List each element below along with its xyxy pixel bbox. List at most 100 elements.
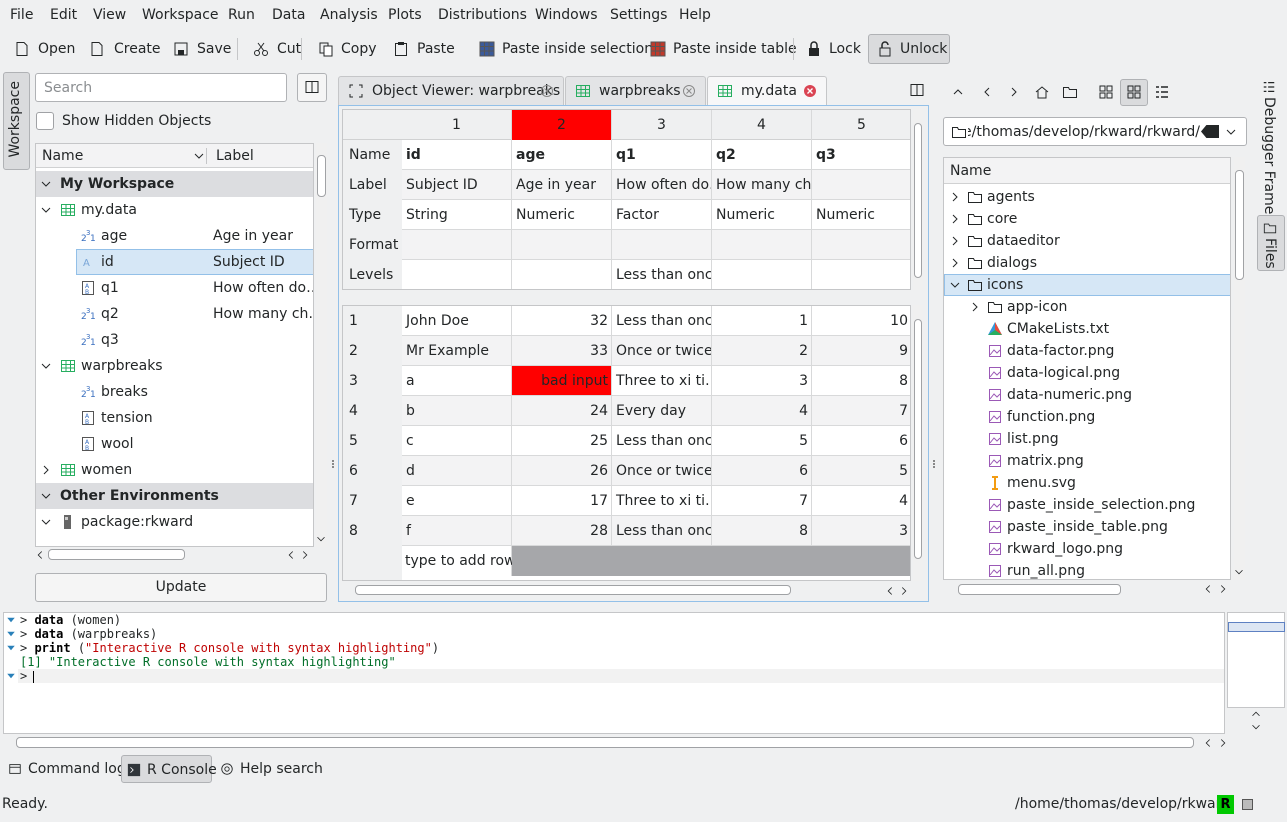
meta-cell[interactable]: id (402, 140, 512, 170)
data-cell[interactable]: 7 (812, 396, 910, 426)
object-name[interactable]: package:rkward (81, 514, 194, 530)
h-scroll-handle[interactable] (16, 737, 1194, 748)
data-cell[interactable]: c (402, 426, 512, 456)
data-cell[interactable]: Three to xi ti… (612, 366, 712, 396)
toolbar-button[interactable]: Paste inside table (673, 41, 797, 57)
data-cell[interactable]: 28 (512, 516, 612, 546)
tool-tab[interactable]: Command log (3, 755, 126, 783)
row-number[interactable]: 2 (349, 343, 358, 359)
meta-cell[interactable]: String (402, 200, 512, 230)
meta-cell[interactable]: q1 (612, 140, 712, 170)
toolbar-button[interactable]: Lock (829, 41, 861, 57)
clear-button[interactable] (1201, 125, 1219, 138)
data-cell[interactable]: 8 (712, 516, 812, 546)
data-cell[interactable]: Less than onc… (612, 306, 712, 336)
data-cell[interactable]: Less than onc… (612, 516, 712, 546)
menu-item[interactable]: Workspace (142, 7, 219, 23)
data-cell[interactable]: 7 (712, 486, 812, 516)
data-cell[interactable]: 24 (512, 396, 612, 426)
meta-cell[interactable]: Subject ID (402, 170, 512, 200)
v-scroll-handle[interactable] (1235, 170, 1244, 280)
file-name[interactable]: dialogs (987, 255, 1037, 271)
file-name[interactable]: data-numeric.png (1007, 387, 1133, 403)
data-cell[interactable]: b (402, 396, 512, 426)
file-name[interactable]: dataeditor (987, 233, 1060, 249)
column-header[interactable]: Label (216, 148, 254, 164)
v-scroll-handle[interactable] (317, 155, 326, 197)
add-row-cell[interactable]: type to add row (402, 546, 516, 576)
search-box[interactable]: Search (35, 73, 287, 102)
meta-cell[interactable] (512, 230, 612, 260)
row-number[interactable]: 5 (349, 433, 358, 449)
data-cell[interactable]: 6 (812, 426, 910, 456)
file-name[interactable]: rkward_logo.png (1007, 541, 1124, 557)
data-cell[interactable]: Less than onc… (612, 426, 712, 456)
menu-item[interactable]: Run (228, 7, 255, 23)
data-cell[interactable]: 4 (812, 486, 910, 516)
object-name[interactable]: breaks (101, 384, 148, 400)
file-name[interactable]: icons (987, 277, 1024, 293)
meta-cell[interactable] (812, 230, 910, 260)
object-name[interactable]: q1 (101, 280, 119, 296)
toolbar-button[interactable]: Paste inside selection (502, 41, 654, 57)
menu-item[interactable]: Settings (610, 7, 668, 23)
data-cell[interactable]: 10 (812, 306, 910, 336)
meta-cell[interactable]: q2 (712, 140, 812, 170)
toolbar-button[interactable]: Save (197, 41, 232, 57)
row-number[interactable]: 4 (349, 403, 358, 419)
object-name[interactable]: id (101, 254, 114, 270)
toolbar-button[interactable]: Paste (417, 41, 455, 57)
meta-cell[interactable]: Age in year (512, 170, 612, 200)
row-number[interactable]: 8 (349, 523, 358, 539)
file-name[interactable]: agents (987, 189, 1035, 205)
meta-cell[interactable] (402, 230, 512, 260)
object-name[interactable]: my.data (81, 202, 137, 218)
data-cell[interactable]: 3 (712, 366, 812, 396)
meta-cell[interactable]: Numeric (512, 200, 612, 230)
document-tab[interactable]: warpbreaks (565, 76, 706, 105)
data-cell[interactable]: 5 (812, 456, 910, 486)
file-name[interactable]: menu.svg (1007, 475, 1076, 491)
data-cell[interactable]: 17 (512, 486, 612, 516)
meta-cell[interactable] (712, 230, 812, 260)
meta-cell[interactable]: age (512, 140, 612, 170)
menu-item[interactable]: View (93, 7, 127, 23)
toolbar-button[interactable]: Cut (277, 41, 302, 57)
data-cell[interactable]: 33 (512, 336, 612, 366)
tool-tab[interactable]: Help search (215, 755, 323, 783)
meta-cell[interactable]: Numeric (812, 200, 910, 230)
data-cell[interactable]: Once or twice… (612, 456, 712, 486)
meta-cell[interactable]: q3 (812, 140, 910, 170)
data-cell[interactable]: a (402, 366, 512, 396)
menu-item[interactable]: Plots (388, 7, 422, 23)
object-name[interactable]: tension (101, 410, 153, 426)
data-cell[interactable]: 6 (712, 456, 812, 486)
meta-cell[interactable] (812, 260, 910, 289)
files-side-tab[interactable]: Debugger Frames (1257, 75, 1285, 222)
document-tab[interactable]: my.data (707, 76, 827, 105)
h-scroll-handle[interactable] (355, 585, 791, 595)
data-cell[interactable]: 2 (712, 336, 812, 366)
object-name[interactable]: q2 (101, 306, 119, 322)
column-header[interactable]: Name (42, 148, 84, 164)
file-name[interactable]: data-logical.png (1007, 365, 1121, 381)
row-number[interactable]: 7 (349, 493, 358, 509)
toolbar-button[interactable]: Copy (341, 41, 377, 57)
file-name[interactable]: data-factor.png (1007, 343, 1115, 359)
data-cell[interactable]: Once or twice… (612, 336, 712, 366)
meta-cell[interactable]: How often do… (612, 170, 712, 200)
file-name[interactable]: function.png (1007, 409, 1096, 425)
menu-item[interactable]: Windows (535, 7, 598, 23)
data-cell[interactable]: 32 (512, 306, 612, 336)
data-cell[interactable]: 4 (712, 396, 812, 426)
column-number[interactable]: 1 (402, 110, 512, 140)
section-title[interactable]: Other Environments (60, 488, 219, 504)
meta-cell[interactable] (712, 260, 812, 289)
workspace-side-tab[interactable]: Workspace (3, 72, 30, 170)
row-number[interactable]: 1 (349, 313, 358, 329)
meta-cell[interactable] (612, 230, 712, 260)
data-cell[interactable]: d (402, 456, 512, 486)
object-name[interactable]: q3 (101, 332, 119, 348)
data-cell[interactable]: Mr Example (402, 336, 512, 366)
path-combo[interactable]: /home/thomas/develop/rkward/rkward/ (943, 117, 1247, 146)
